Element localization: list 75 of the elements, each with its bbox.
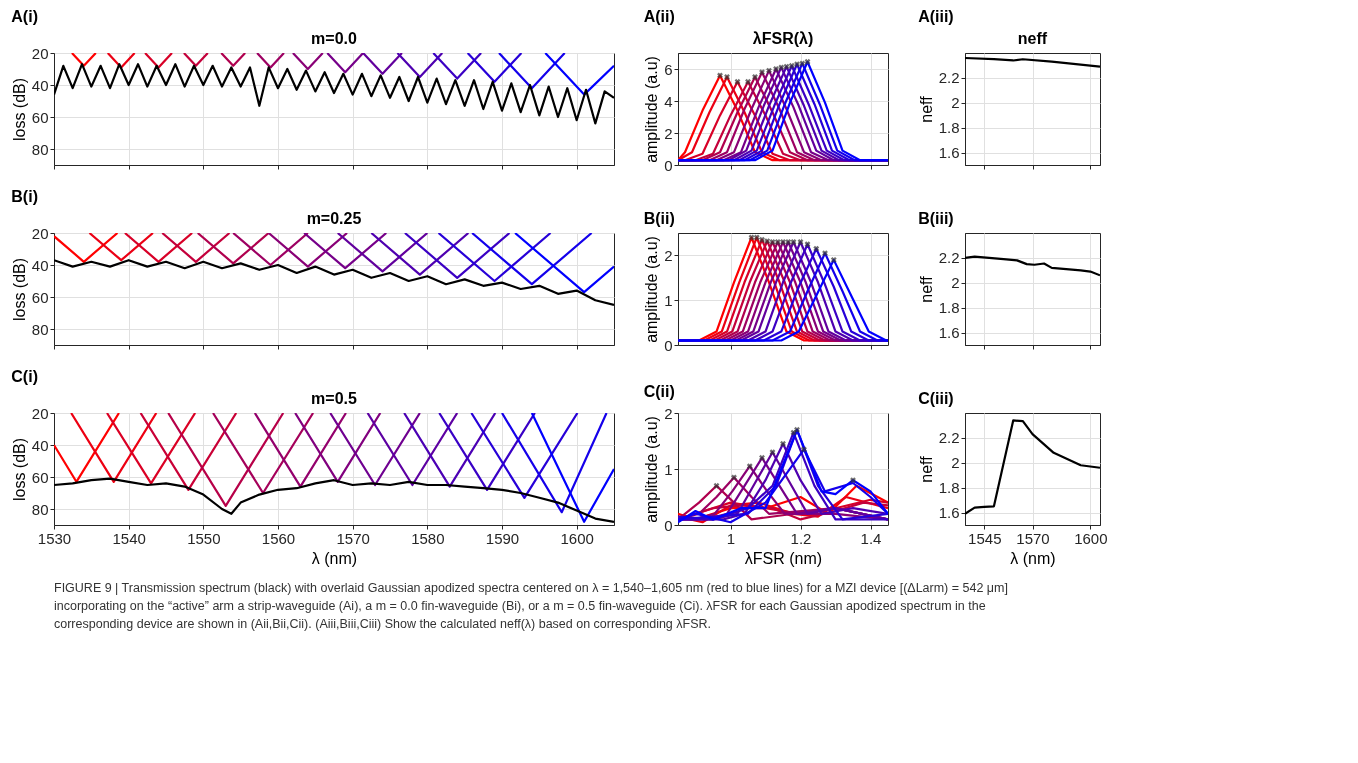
chart-title: C(iii) [918, 390, 954, 407]
x-tick-label: 1 [726, 529, 736, 547]
x-tick-label: 1600 [1074, 529, 1108, 547]
x-tick-label: 1550 [187, 529, 221, 547]
chart-subtitle: neff [1017, 30, 1048, 47]
y-tick-label: 0 [664, 336, 673, 354]
y-tick-label: 2 [664, 124, 673, 142]
x-tick-label: 1600 [560, 529, 594, 547]
y-tick-label: 40 [31, 436, 49, 454]
y-tick-label: 2.2 [938, 429, 960, 447]
y-tick-label: 1.6 [938, 504, 960, 522]
y-tick-label: 1.8 [938, 479, 960, 497]
chart-subtitle: m=0.0 [311, 30, 358, 47]
chart-subtitle: m=0.25 [306, 210, 362, 227]
y-tick-label: 60 [31, 468, 49, 486]
y-tick-label: 0 [664, 156, 673, 174]
y-axis-title: neff [917, 275, 935, 303]
y-axis-title: loss (dB) [10, 437, 28, 502]
y-axis-title: amplitude (a.u) [643, 236, 661, 343]
y-tick-label: 40 [31, 256, 49, 274]
chart-title: A(i) [11, 8, 38, 25]
x-tick-label: 1590 [485, 529, 520, 547]
y-tick-label: 2 [664, 404, 673, 422]
y-tick-label: 0 [664, 516, 673, 534]
y-axis-title: loss (dB) [10, 77, 28, 142]
y-tick-label: 1.6 [938, 324, 960, 342]
chart-title: C(ii) [643, 383, 675, 400]
x-tick-label: 1540 [112, 529, 146, 547]
x-tick-label: 1.2 [790, 529, 812, 547]
y-tick-label: 6 [664, 60, 673, 78]
y-axis-title: neff [917, 455, 935, 483]
y-tick-label: 1.8 [938, 119, 960, 137]
x-tick-label: 1570 [336, 529, 370, 547]
chart-title: C(i) [11, 368, 38, 385]
x-tick-label: 1570 [1016, 529, 1050, 547]
chart-title: A(ii) [643, 8, 675, 25]
chart-title: B(ii) [643, 210, 675, 227]
y-tick-label: 2 [664, 246, 673, 264]
y-axis-title: amplitude (a.u) [643, 416, 661, 523]
y-tick-label: 20 [31, 44, 49, 62]
y-tick-label: 80 [31, 500, 49, 518]
y-tick-label: 60 [31, 108, 49, 126]
y-tick-label: 1 [664, 460, 673, 478]
y-axis-title: loss (dB) [10, 257, 28, 322]
y-tick-label: 40 [31, 76, 49, 94]
y-tick-label: 1 [664, 291, 673, 309]
y-tick-label: 20 [31, 404, 49, 422]
x-tick-label: 1530 [37, 529, 72, 547]
x-axis-title: λFSR (nm) [744, 549, 823, 567]
chart-title: B(i) [11, 188, 38, 205]
y-tick-label: 2 [951, 274, 960, 292]
y-tick-label: 20 [31, 224, 49, 242]
y-tick-label: 2 [951, 94, 960, 112]
y-tick-label: 60 [31, 288, 49, 306]
y-axis-title: neff [917, 95, 935, 123]
y-tick-label: 4 [664, 92, 673, 110]
x-tick-label: 1580 [411, 529, 445, 547]
y-tick-label: 2 [951, 454, 960, 472]
y-axis-title: amplitude (a.u) [643, 56, 661, 163]
y-tick-label: 80 [31, 140, 49, 158]
x-axis-title: λ (nm) [311, 549, 358, 567]
chart-title: B(iii) [918, 210, 954, 227]
caption: FIGURE 9 | Transmission spectrum (black) with overlaid Gaussian apodized spectra centered on λ = 1,540–1,605 nm (red to blue lines) for a MZI device [(ΔLarm) = 542 μm] incorporating on the “active” arm a strip-waveguide (Ai), a m = 0.0 fin-waveguide (Bi), or a m = 0.5 fin-waveguide (Ci). λFSR for each Gaussian apodized spectrum in the corresponding device are shown in (Aii,Bii,Cii). (Aiii,Biii,Ciii) Show the calculated neff(λ) based on corresponding λFSR. [54, 581, 1008, 631]
x-tick-label: 1560 [261, 529, 296, 547]
y-tick-label: 1.6 [938, 144, 960, 162]
y-tick-label: 2.2 [938, 69, 960, 87]
x-tick-label: 1.4 [860, 529, 882, 547]
chart-subtitle: m=0.5 [311, 390, 358, 407]
x-tick-label: 1545 [968, 529, 1002, 547]
chart-title: A(iii) [918, 8, 954, 25]
y-tick-label: 2.2 [938, 249, 960, 267]
y-tick-label: 1.8 [938, 299, 960, 317]
chart-subtitle: λFSR(λ) [752, 30, 814, 47]
x-axis-title: λ (nm) [1010, 549, 1056, 567]
y-tick-label: 80 [31, 320, 49, 338]
